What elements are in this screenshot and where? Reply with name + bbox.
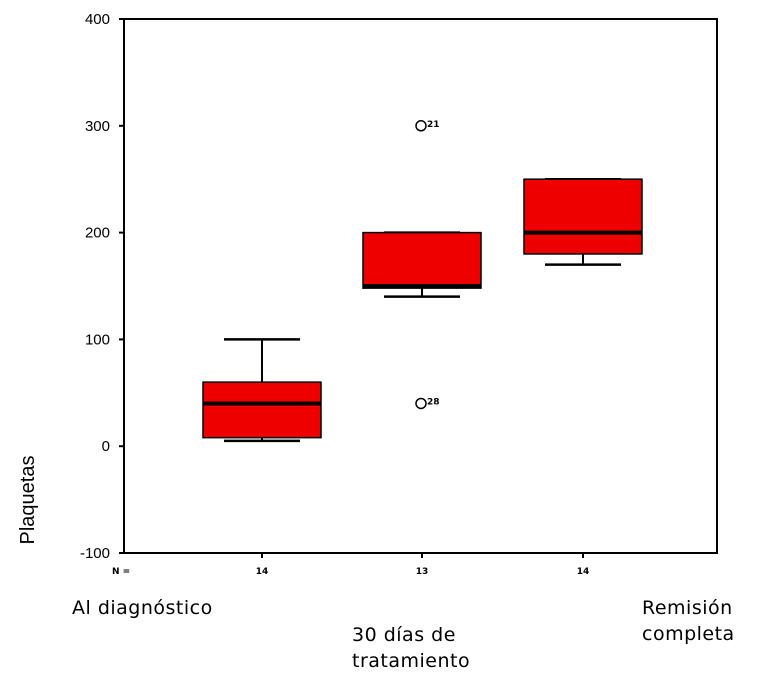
plot-border xyxy=(123,18,718,554)
y-tick-label: 0 xyxy=(102,438,110,455)
box-group xyxy=(523,177,643,266)
y-axis: 400 300 200 100 0 -100 xyxy=(80,11,124,562)
y-tick-label: 400 xyxy=(85,11,110,28)
plot-frame xyxy=(123,18,718,554)
x-axis: N = 14 Al diagnóstico 13 30 días de tratamien… xyxy=(72,553,735,672)
boxes: 21 28 xyxy=(202,120,643,443)
y-tick-label: 100 xyxy=(85,331,110,348)
outlier-label: 21 xyxy=(427,120,440,130)
y-tick-label: 200 xyxy=(85,225,110,242)
category-label: 30 días de tratamiento xyxy=(352,624,470,672)
n-count-label: 14 xyxy=(256,567,269,577)
y-tick-label: -100 xyxy=(80,545,110,562)
box xyxy=(523,178,643,255)
outlier-point xyxy=(415,120,427,132)
n-count-label: 14 xyxy=(577,567,590,577)
y-axis-label: Plaquetas xyxy=(17,456,39,545)
category-label-line: completa xyxy=(642,623,735,645)
n-axis-label: N = xyxy=(112,567,130,577)
category-label: Al diagnóstico xyxy=(72,597,213,619)
category-label-line: 30 días de xyxy=(352,624,456,646)
box xyxy=(362,231,482,289)
category-label-line: Al diagnóstico xyxy=(72,597,213,619)
category-label-line: tratamiento xyxy=(352,650,470,672)
box-group: 21 28 xyxy=(362,120,482,410)
box-group xyxy=(202,338,322,443)
category-label-line: Remisión xyxy=(642,597,733,619)
outlier-point xyxy=(415,397,427,410)
outlier-label: 28 xyxy=(427,397,440,407)
n-count-label: 13 xyxy=(416,567,429,577)
box xyxy=(202,381,322,439)
y-tick-label: 300 xyxy=(85,118,110,135)
category-label: Remisión completa xyxy=(642,597,735,645)
